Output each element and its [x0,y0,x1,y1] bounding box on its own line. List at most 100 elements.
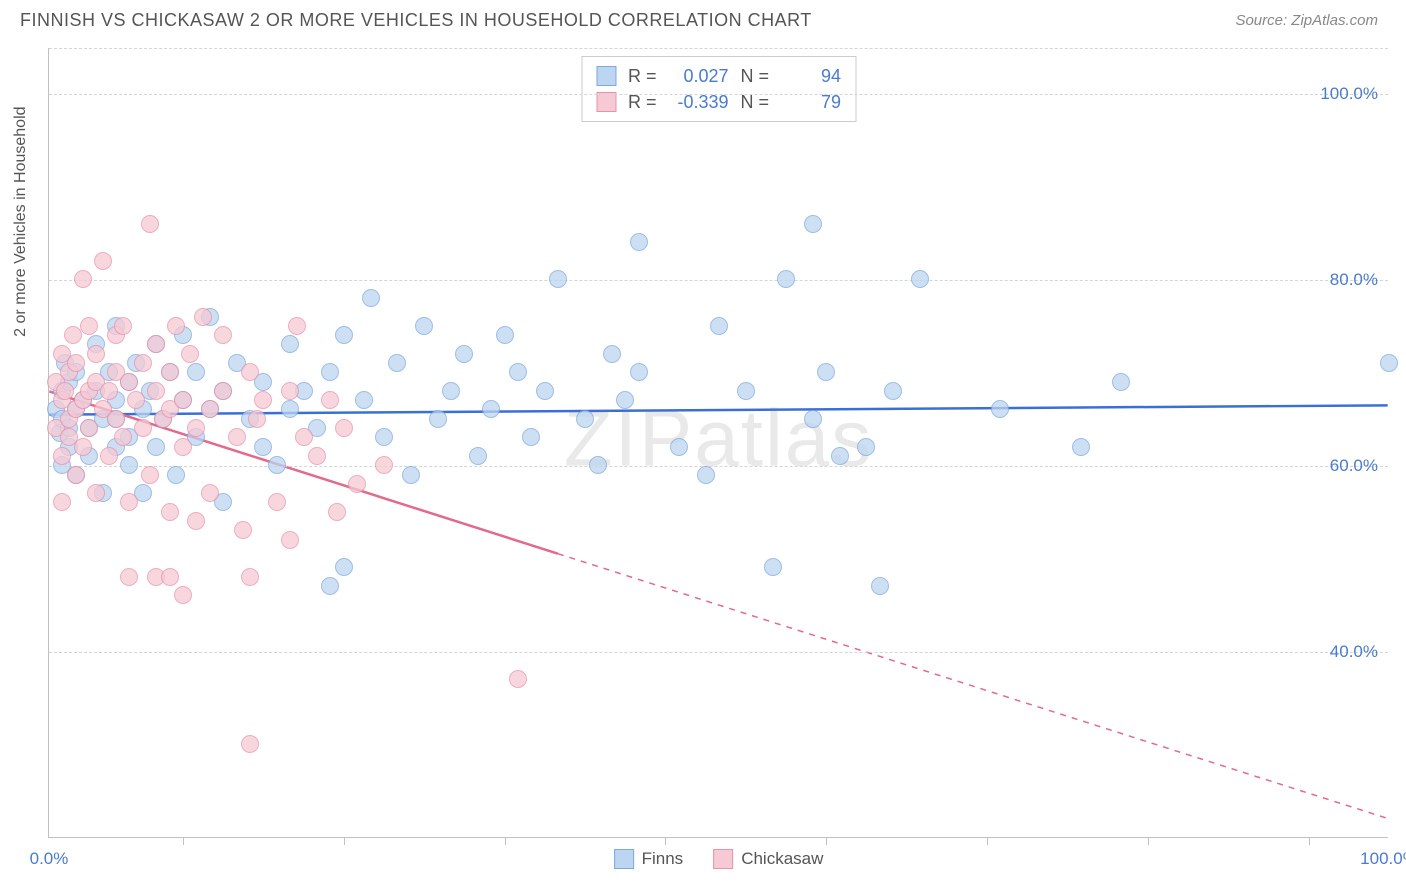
scatter-point [991,400,1009,418]
scatter-point [804,215,822,233]
scatter-point [127,391,145,409]
scatter-point [536,382,554,400]
chart-title: FINNISH VS CHICKASAW 2 OR MORE VEHICLES … [20,10,812,31]
scatter-point [147,382,165,400]
scatter-point [281,382,299,400]
scatter-point [94,252,112,270]
scatter-point [308,447,326,465]
chart-source: Source: ZipAtlas.com [1235,12,1378,29]
scatter-point [80,419,98,437]
scatter-point [167,466,185,484]
scatter-point [174,391,192,409]
x-tick [987,837,988,845]
chart-header: FINNISH VS CHICKASAW 2 OR MORE VEHICLES … [0,0,1406,31]
scatter-point [161,503,179,521]
stats-row: R =0.027N =94 [596,63,841,89]
n-label: N = [741,89,770,115]
scatter-point [335,558,353,576]
r-label: R = [628,89,657,115]
x-tick [1309,837,1310,845]
scatter-point [321,391,339,409]
chart-plot-area: 2 or more Vehicles in Household ZIPatlas… [48,48,1388,838]
legend-swatch [713,849,733,869]
scatter-point [348,475,366,493]
legend-label: Chickasaw [741,849,823,869]
scatter-point [74,270,92,288]
scatter-point [328,503,346,521]
stats-row: R = -0.339 N = 79 [596,89,841,115]
scatter-point [630,233,648,251]
scatter-point [80,317,98,335]
r-label: R = [628,63,657,89]
scatter-point [167,317,185,335]
x-tick [826,837,827,845]
scatter-point [241,363,259,381]
scatter-point [120,493,138,511]
y-axis-title: 2 or more Vehicles in Household [12,106,30,336]
r-value: 0.027 [669,63,729,89]
gridline [49,280,1388,281]
x-tick [505,837,506,845]
scatter-point [884,382,902,400]
scatter-point [321,577,339,595]
scatter-point [100,382,118,400]
scatter-point [509,363,527,381]
scatter-point [375,428,393,446]
scatter-point [187,419,205,437]
scatter-point [616,391,634,409]
gridline [49,652,1388,653]
r-value: -0.339 [669,89,729,115]
scatter-point [362,289,380,307]
scatter-point [147,335,165,353]
gridline [49,94,1388,95]
scatter-point [134,354,152,372]
scatter-point [141,215,159,233]
x-tick [1148,837,1149,845]
scatter-point [335,419,353,437]
scatter-point [335,326,353,344]
x-tick [183,837,184,845]
scatter-point [67,466,85,484]
scatter-point [87,345,105,363]
scatter-point [522,428,540,446]
scatter-point [764,558,782,576]
scatter-point [576,410,594,428]
scatter-point [114,317,132,335]
scatter-point [911,270,929,288]
scatter-point [871,577,889,595]
series-legend: Finns Chickasaw [614,849,824,869]
scatter-point [777,270,795,288]
n-value: 79 [781,89,841,115]
scatter-point [228,428,246,446]
scatter-point [630,363,648,381]
scatter-point [469,447,487,465]
scatter-point [234,521,252,539]
scatter-point [1380,354,1398,372]
scatter-point [64,326,82,344]
scatter-point [248,410,266,428]
scatter-point [254,391,272,409]
legend-item: Finns [614,849,684,869]
scatter-point [161,568,179,586]
watermark-text: ZIPatlas [564,392,873,484]
scatter-point [670,438,688,456]
scatter-point [415,317,433,335]
scatter-point [831,447,849,465]
n-value: 94 [781,63,841,89]
scatter-point [496,326,514,344]
scatter-point [857,438,875,456]
y-tick-label: 80.0% [1330,270,1378,290]
scatter-point [817,363,835,381]
gridline [49,466,1388,467]
scatter-point [804,410,822,428]
legend-label: Finns [642,849,684,869]
scatter-point [549,270,567,288]
y-tick-label: 100.0% [1320,84,1378,104]
legend-swatch [614,849,634,869]
scatter-point [120,373,138,391]
scatter-point [56,382,74,400]
scatter-point [710,317,728,335]
series-swatch [596,66,616,86]
scatter-point [429,410,447,428]
scatter-point [134,419,152,437]
